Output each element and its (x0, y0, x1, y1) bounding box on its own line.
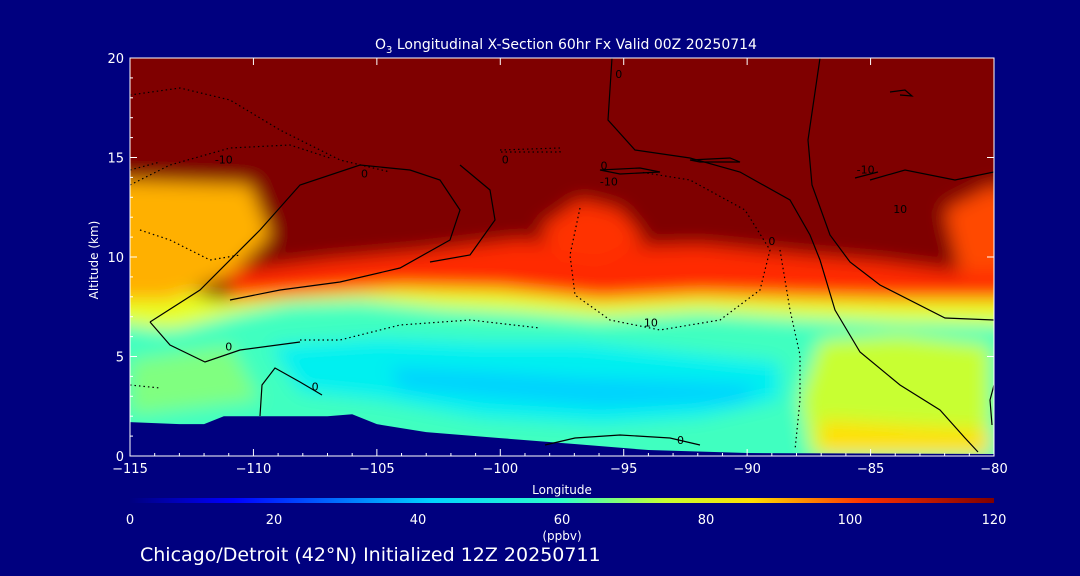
contour-label: 0 (361, 167, 368, 180)
contour-label: 0 (768, 235, 775, 248)
colorbar: 0 20 40 60 80 100 120 (ppbv) (126, 498, 1007, 543)
y-tick-label: 0 (116, 450, 124, 465)
colorbar-tick-label: 120 (982, 513, 1007, 528)
x-axis: −115 −110 −105 −100 −95 −90 −85 −80 (112, 58, 1008, 477)
chart-title: O3 Longitudinal X-Section 60hr Fx Valid … (375, 37, 757, 56)
terrain-mask (130, 414, 994, 456)
dotted-contour-lines (130, 87, 801, 451)
x-tick-label: −90 (733, 462, 760, 477)
contour-label: 10 (893, 203, 907, 216)
x-tick-label: −100 (482, 462, 518, 477)
x-axis-label: Longitude (532, 483, 592, 497)
colorbar-gradient (130, 498, 994, 503)
colorbar-tick-label: 40 (410, 513, 427, 528)
colorbar-units: (ppbv) (542, 529, 581, 543)
contour-lines (149, 58, 994, 453)
contour-label: 0 (677, 434, 684, 447)
colorbar-tick-label: 80 (698, 513, 715, 528)
footer-info: Chicago/Detroit (42°N) Initialized 12Z 2… (140, 544, 601, 566)
contour-labels: 0 0 0 -10 -10 -10 10 0 0 10 0 0 0 (215, 68, 907, 447)
colorbar-ticks: 0 20 40 60 80 100 120 (126, 513, 1007, 528)
x-tick-label: −105 (359, 462, 395, 477)
contour-label: 0 (502, 153, 509, 166)
y-axis: 0 5 10 15 20 (107, 52, 994, 465)
contour-label: -10 (600, 175, 618, 188)
y-tick-label: 20 (107, 52, 124, 67)
colorbar-tick-label: 100 (838, 513, 863, 528)
plot-area: 0 0 0 -10 -10 -10 10 0 0 10 0 0 0 (130, 58, 994, 456)
x-tick-label: −115 (112, 462, 148, 477)
colorbar-tick-label: 20 (266, 513, 283, 528)
contour-label: 10 (644, 317, 658, 330)
contour-label: 0 (615, 68, 622, 81)
colorbar-tick-label: 60 (554, 513, 571, 528)
y-tick-label: 5 (116, 351, 124, 366)
x-tick-label: −85 (857, 462, 884, 477)
y-axis-label: Altitude (km) (87, 221, 101, 300)
contour-label: 0 (600, 159, 607, 172)
contour-label: 0 (312, 380, 319, 393)
x-tick-label: −95 (610, 462, 637, 477)
contour-label: -10 (215, 153, 233, 166)
x-tick-label: −80 (980, 462, 1007, 477)
contour-label: 0 (225, 341, 232, 354)
y-tick-label: 15 (107, 152, 124, 167)
x-tick-label: −110 (236, 462, 272, 477)
colorbar-tick-label: 0 (126, 513, 134, 528)
contour-label: -10 (857, 163, 875, 176)
y-tick-label: 10 (107, 251, 124, 266)
